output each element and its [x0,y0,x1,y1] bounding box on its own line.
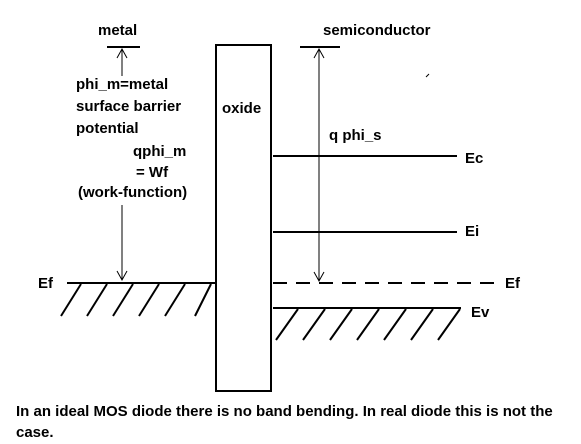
ef-left-label: Ef [38,275,54,292]
phi-m-definition-line-2: surface barrier [76,98,181,115]
qphi-m-label-line-2: = Wf [136,164,169,181]
oxide-layer [215,44,272,392]
semiconductor-hatching [275,308,461,341]
qphi-m-arrow [116,47,128,282]
oxide-label: oxide [222,100,261,117]
qphi-s-arrow [313,47,325,283]
ec-label: Ec [465,150,483,167]
metal-label: metal [98,22,137,39]
qphi-m-label-line-1: qphi_m [133,143,186,160]
qphi-s-label: q phi_s [329,127,382,144]
stray-mark [425,73,430,78]
ef-right-label: Ef [505,275,521,292]
phi-m-definition-line-3: potential [76,120,139,137]
qphi-m-label-line-3: (work-function) [78,184,187,201]
semiconductor-label: semiconductor [323,22,431,39]
ev-label: Ev [471,304,490,321]
metal-hatching [60,283,212,317]
phi-m-definition-line-1: phi_m=metal [76,76,168,93]
caption: In an ideal MOS diode there is no band b… [16,403,553,441]
ei-label: Ei [465,223,479,240]
